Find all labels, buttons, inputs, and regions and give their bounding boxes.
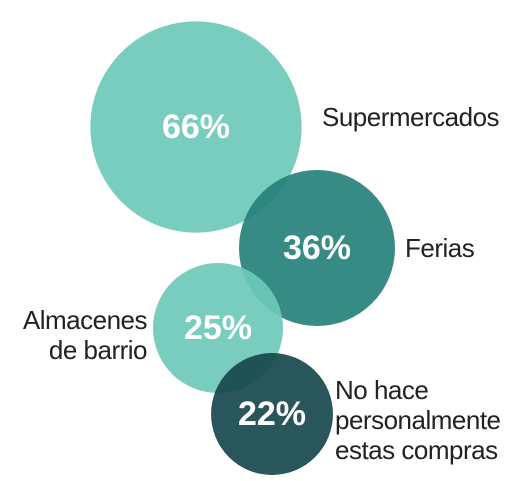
bubble xyxy=(211,353,333,475)
bubble xyxy=(239,170,395,326)
value-label: 22% xyxy=(238,395,306,433)
value-label: 66% xyxy=(162,108,230,146)
category-label: No hace personalmente estas compras xyxy=(335,375,501,465)
category-label: Almacenes de barrio xyxy=(22,305,148,365)
bubble xyxy=(90,21,302,233)
value-label: 25% xyxy=(184,309,252,347)
value-label: 36% xyxy=(283,229,351,267)
category-label: Ferias xyxy=(405,233,475,263)
category-label: Supermercados xyxy=(322,102,500,132)
